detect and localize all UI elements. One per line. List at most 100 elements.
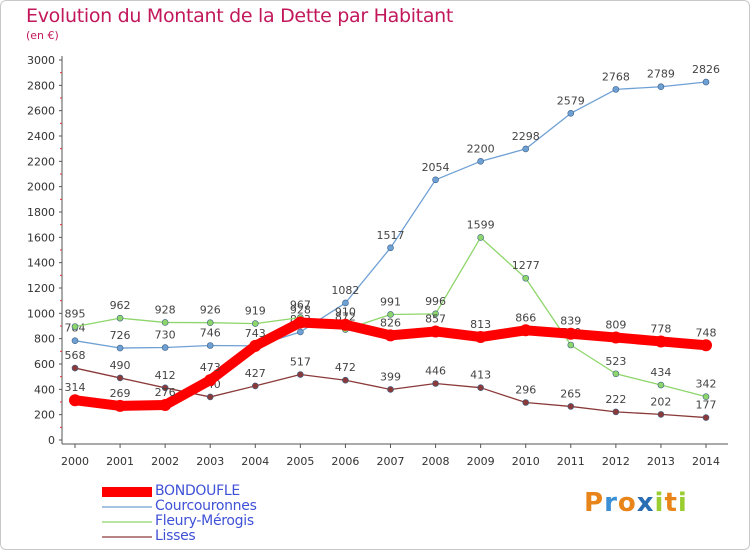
x-tick-label: 2009 — [467, 455, 495, 468]
data-point — [114, 399, 127, 412]
data-point — [342, 299, 349, 307]
data-point — [702, 414, 710, 421]
data-label: 276 — [155, 386, 176, 399]
x-tick-label: 2014 — [692, 455, 720, 468]
x-tick-label: 2007 — [377, 455, 405, 468]
data-point — [567, 403, 575, 410]
x-tick-label: 2013 — [647, 455, 675, 468]
data-label: 748 — [696, 326, 717, 339]
data-label: 202 — [650, 395, 671, 408]
data-point — [564, 327, 577, 340]
data-point — [387, 244, 394, 252]
x-tick-label: 2012 — [602, 455, 630, 468]
data-label: 2768 — [602, 70, 630, 83]
data-point — [702, 393, 710, 400]
data-point — [429, 325, 442, 338]
data-label: 413 — [470, 369, 491, 382]
data-point — [116, 344, 124, 352]
data-point — [612, 86, 620, 93]
legend-label: Fleury-Mérogis — [155, 513, 254, 529]
x-tick-label: 2004 — [241, 455, 269, 468]
data-label: 826 — [380, 316, 401, 329]
data-point — [432, 176, 439, 184]
data-label: 434 — [650, 366, 671, 379]
data-label: 314 — [65, 381, 86, 394]
data-label: 1082 — [331, 284, 359, 297]
data-point — [474, 331, 487, 344]
data-point — [522, 145, 530, 153]
y-tick-label: 1800 — [27, 206, 55, 219]
data-label: 928 — [290, 303, 311, 316]
data-label: 412 — [155, 369, 176, 382]
data-point — [69, 394, 81, 407]
data-point — [522, 399, 530, 406]
data-label: 490 — [110, 359, 131, 372]
data-label: 2298 — [512, 130, 540, 143]
data-label: 177 — [696, 399, 717, 412]
data-label: 996 — [425, 295, 446, 308]
y-tick-label: 400 — [34, 383, 55, 396]
data-point — [339, 318, 352, 331]
data-label: 1277 — [512, 259, 540, 272]
data-point — [519, 324, 532, 337]
y-tick-label: 200 — [34, 409, 55, 422]
data-label: 222 — [605, 393, 626, 406]
proxiti-logo: Proxiti — [584, 488, 688, 518]
y-tick-label: 600 — [34, 358, 55, 371]
y-tick-label: 1200 — [27, 282, 55, 295]
data-label: 839 — [560, 315, 581, 328]
data-point — [702, 78, 710, 86]
data-point — [612, 370, 620, 378]
data-label: 517 — [290, 356, 311, 369]
y-tick-label: 1400 — [27, 257, 55, 270]
data-label: 342 — [696, 378, 717, 391]
y-tick-label: 2400 — [27, 130, 55, 143]
chart-unit: (en €) — [26, 29, 59, 42]
series-bondoufle: 314 269 276 473 743 928 910 826 857 813 866 839 809 7… — [65, 303, 717, 412]
data-label: 991 — [380, 295, 401, 308]
data-point — [71, 323, 79, 330]
data-label: 726 — [110, 329, 131, 342]
data-label: 910 — [335, 306, 356, 319]
chart-title: Evolution du Montant de la Dette par Hab… — [26, 5, 454, 27]
data-label: 926 — [200, 304, 221, 317]
logo-letter: i — [654, 488, 665, 518]
data-point — [297, 328, 304, 336]
data-point — [387, 311, 394, 318]
data-point — [657, 411, 665, 418]
data-label: 2579 — [557, 94, 585, 107]
x-tick-label: 2000 — [61, 455, 89, 468]
data-point — [297, 371, 304, 378]
data-point — [251, 320, 259, 327]
data-label: 2200 — [467, 142, 495, 155]
data-point — [609, 331, 622, 344]
x-tick-label: 2006 — [331, 455, 359, 468]
data-point — [206, 319, 214, 327]
data-label: 730 — [155, 329, 176, 342]
data-label: 813 — [470, 318, 491, 331]
data-label: 866 — [515, 311, 536, 324]
y-tick-label: 2800 — [27, 79, 55, 92]
data-label: 967 — [290, 299, 311, 312]
data-label: 928 — [155, 303, 176, 316]
data-point — [249, 339, 262, 352]
data-label: 473 — [200, 361, 221, 374]
data-point — [71, 337, 79, 344]
x-tick-label: 2008 — [422, 455, 450, 468]
y-tick-label: 0 — [48, 434, 55, 447]
legend-label: Lisses — [155, 528, 196, 544]
data-point — [251, 382, 259, 390]
data-point — [384, 329, 397, 342]
data-label: 809 — [605, 319, 626, 332]
y-tick-label: 3000 — [27, 54, 55, 67]
data-point — [657, 381, 665, 389]
logo-letter: P — [584, 488, 605, 518]
legend-label: BONDOUFLE — [155, 483, 240, 499]
x-tick-label: 2011 — [557, 455, 585, 468]
data-point — [342, 376, 349, 384]
data-point — [116, 374, 124, 382]
data-label: 919 — [245, 305, 266, 318]
x-tick-label: 2010 — [512, 455, 540, 468]
